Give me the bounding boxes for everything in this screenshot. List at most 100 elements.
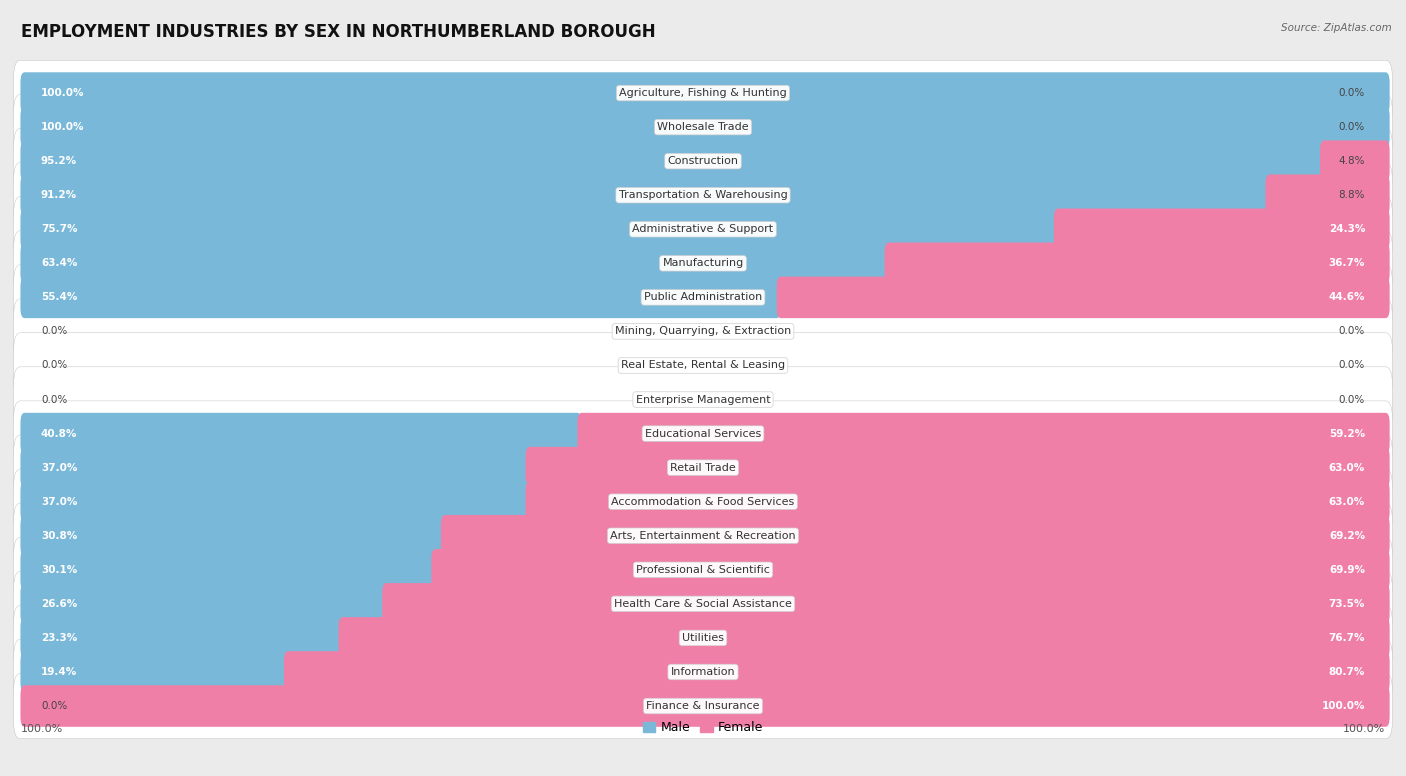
FancyBboxPatch shape: [526, 481, 1389, 522]
FancyBboxPatch shape: [21, 243, 890, 284]
Text: Utilities: Utilities: [682, 633, 724, 643]
Text: Health Care & Social Assistance: Health Care & Social Assistance: [614, 599, 792, 609]
FancyBboxPatch shape: [14, 674, 1392, 739]
FancyBboxPatch shape: [21, 140, 1324, 182]
Text: 0.0%: 0.0%: [41, 394, 67, 404]
FancyBboxPatch shape: [14, 639, 1392, 705]
Text: 0.0%: 0.0%: [1339, 361, 1365, 370]
Text: Manufacturing: Manufacturing: [662, 258, 744, 268]
Text: 100.0%: 100.0%: [1322, 701, 1365, 711]
Text: 55.4%: 55.4%: [41, 293, 77, 303]
Text: 24.3%: 24.3%: [1329, 224, 1365, 234]
FancyBboxPatch shape: [14, 435, 1392, 501]
FancyBboxPatch shape: [14, 129, 1392, 194]
Text: Source: ZipAtlas.com: Source: ZipAtlas.com: [1281, 23, 1392, 33]
FancyBboxPatch shape: [14, 95, 1392, 160]
FancyBboxPatch shape: [1054, 209, 1389, 250]
Text: 59.2%: 59.2%: [1329, 428, 1365, 438]
Text: 37.0%: 37.0%: [41, 497, 77, 507]
Text: 76.7%: 76.7%: [1329, 633, 1365, 643]
FancyBboxPatch shape: [21, 651, 290, 693]
Text: 91.2%: 91.2%: [41, 190, 77, 200]
Text: 0.0%: 0.0%: [1339, 327, 1365, 337]
FancyBboxPatch shape: [1265, 175, 1389, 216]
FancyBboxPatch shape: [884, 243, 1389, 284]
Text: EMPLOYMENT INDUSTRIES BY SEX IN NORTHUMBERLAND BOROUGH: EMPLOYMENT INDUSTRIES BY SEX IN NORTHUMB…: [21, 23, 655, 41]
Text: 0.0%: 0.0%: [1339, 88, 1365, 98]
Text: Transportation & Warehousing: Transportation & Warehousing: [619, 190, 787, 200]
FancyBboxPatch shape: [21, 209, 1057, 250]
FancyBboxPatch shape: [1320, 140, 1389, 182]
FancyBboxPatch shape: [14, 537, 1392, 602]
Text: 44.6%: 44.6%: [1329, 293, 1365, 303]
Text: 19.4%: 19.4%: [41, 667, 77, 677]
Text: 26.6%: 26.6%: [41, 599, 77, 609]
FancyBboxPatch shape: [21, 413, 582, 455]
Text: 63.0%: 63.0%: [1329, 497, 1365, 507]
FancyBboxPatch shape: [578, 413, 1389, 455]
FancyBboxPatch shape: [441, 515, 1389, 556]
FancyBboxPatch shape: [21, 106, 1389, 148]
FancyBboxPatch shape: [14, 265, 1392, 330]
Text: 23.3%: 23.3%: [41, 633, 77, 643]
Text: 36.7%: 36.7%: [1329, 258, 1365, 268]
Text: 95.2%: 95.2%: [41, 156, 77, 166]
FancyBboxPatch shape: [14, 61, 1392, 126]
FancyBboxPatch shape: [21, 583, 388, 625]
FancyBboxPatch shape: [14, 401, 1392, 466]
Text: Real Estate, Rental & Leasing: Real Estate, Rental & Leasing: [621, 361, 785, 370]
Text: 100.0%: 100.0%: [1343, 724, 1385, 734]
FancyBboxPatch shape: [526, 447, 1389, 488]
FancyBboxPatch shape: [382, 583, 1389, 625]
FancyBboxPatch shape: [14, 230, 1392, 296]
Text: Mining, Quarrying, & Extraction: Mining, Quarrying, & Extraction: [614, 327, 792, 337]
FancyBboxPatch shape: [284, 651, 1389, 693]
FancyBboxPatch shape: [339, 617, 1389, 659]
FancyBboxPatch shape: [14, 299, 1392, 364]
FancyBboxPatch shape: [14, 196, 1392, 262]
Text: 100.0%: 100.0%: [21, 724, 63, 734]
Text: 100.0%: 100.0%: [41, 122, 84, 132]
Text: Agriculture, Fishing & Hunting: Agriculture, Fishing & Hunting: [619, 88, 787, 98]
Text: 0.0%: 0.0%: [41, 701, 67, 711]
Text: 37.0%: 37.0%: [41, 462, 77, 473]
FancyBboxPatch shape: [14, 605, 1392, 670]
Text: Finance & Insurance: Finance & Insurance: [647, 701, 759, 711]
FancyBboxPatch shape: [14, 367, 1392, 432]
FancyBboxPatch shape: [14, 469, 1392, 535]
Text: 69.9%: 69.9%: [1329, 565, 1365, 575]
Text: 63.4%: 63.4%: [41, 258, 77, 268]
FancyBboxPatch shape: [14, 571, 1392, 636]
Text: 4.8%: 4.8%: [1339, 156, 1365, 166]
Text: 30.1%: 30.1%: [41, 565, 77, 575]
FancyBboxPatch shape: [21, 447, 530, 488]
Text: Professional & Scientific: Professional & Scientific: [636, 565, 770, 575]
Text: Information: Information: [671, 667, 735, 677]
Text: 0.0%: 0.0%: [1339, 394, 1365, 404]
Text: 75.7%: 75.7%: [41, 224, 77, 234]
FancyBboxPatch shape: [21, 276, 780, 318]
FancyBboxPatch shape: [21, 617, 343, 659]
Text: Construction: Construction: [668, 156, 738, 166]
Text: Retail Trade: Retail Trade: [671, 462, 735, 473]
FancyBboxPatch shape: [21, 72, 1389, 114]
Text: 40.8%: 40.8%: [41, 428, 77, 438]
FancyBboxPatch shape: [21, 549, 436, 591]
Text: 0.0%: 0.0%: [41, 327, 67, 337]
Text: Public Administration: Public Administration: [644, 293, 762, 303]
Text: Administrative & Support: Administrative & Support: [633, 224, 773, 234]
Text: 0.0%: 0.0%: [1339, 122, 1365, 132]
FancyBboxPatch shape: [21, 515, 444, 556]
Legend: Male, Female: Male, Female: [638, 716, 768, 740]
FancyBboxPatch shape: [14, 333, 1392, 398]
Text: Wholesale Trade: Wholesale Trade: [657, 122, 749, 132]
Text: 80.7%: 80.7%: [1329, 667, 1365, 677]
Text: 63.0%: 63.0%: [1329, 462, 1365, 473]
FancyBboxPatch shape: [21, 685, 1389, 727]
FancyBboxPatch shape: [14, 503, 1392, 569]
FancyBboxPatch shape: [21, 481, 530, 522]
FancyBboxPatch shape: [14, 162, 1392, 228]
Text: 8.8%: 8.8%: [1339, 190, 1365, 200]
Text: Enterprise Management: Enterprise Management: [636, 394, 770, 404]
Text: 30.8%: 30.8%: [41, 531, 77, 541]
